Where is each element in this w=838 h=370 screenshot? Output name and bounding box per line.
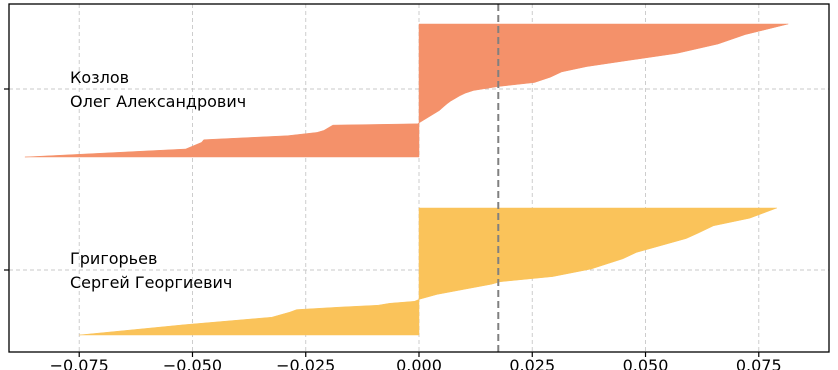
- category-labels: Козлов Олег Александрович Григорьев Сергей …: [70, 68, 246, 292]
- x-tick-label: −0.075: [50, 356, 109, 370]
- category-label: Сергей Георгиевич: [70, 273, 232, 292]
- x-tick-label: −0.025: [276, 356, 335, 370]
- category-label: Олег Александрович: [70, 92, 246, 111]
- category-label: Григорьев: [70, 249, 157, 268]
- x-tick-label: 0.000: [396, 356, 442, 370]
- ticks: −0.075 −0.050 −0.025 0.000 0.025 0.050 0.075: [4, 88, 782, 370]
- series-area: [24, 23, 789, 158]
- series-area: [79, 207, 777, 336]
- x-tick-label: 0.050: [623, 356, 669, 370]
- x-tick-label: 0.075: [736, 356, 782, 370]
- x-tick-label: 0.025: [509, 356, 555, 370]
- category-label: Козлов: [70, 68, 129, 87]
- x-tick-label: −0.050: [163, 356, 222, 370]
- plot-areas: [24, 23, 789, 336]
